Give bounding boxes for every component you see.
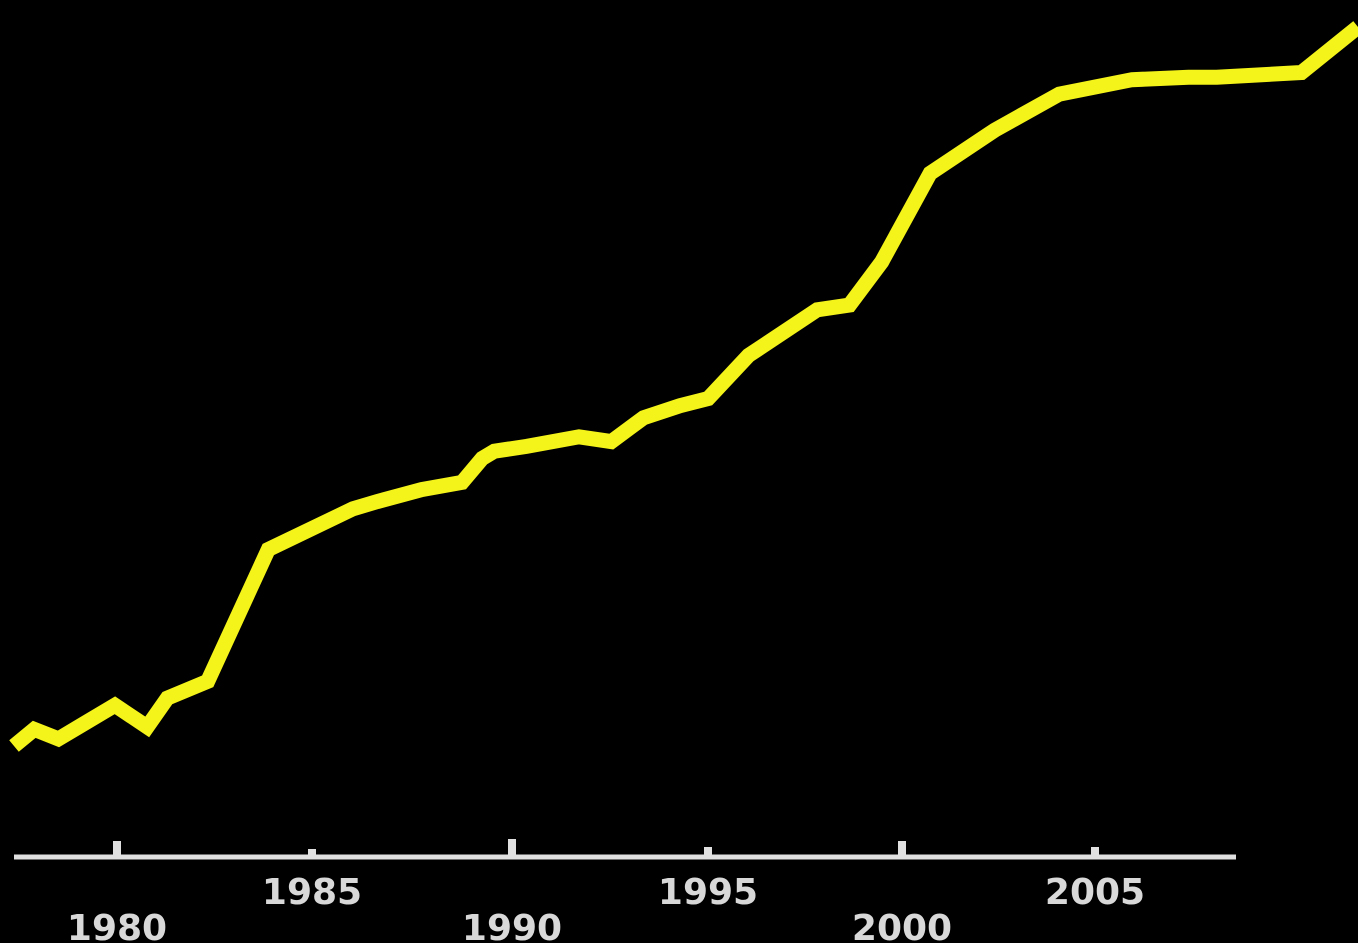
x-tick-1980: [113, 841, 121, 857]
x-tick-1990: [508, 839, 516, 857]
x-tick-1985: [308, 849, 316, 857]
x-axis-ticks: [113, 839, 1099, 857]
x-tick-label-1990: 1990: [462, 908, 562, 943]
chart-marks: [9, 21, 1358, 752]
series-line-1: [9, 21, 1358, 752]
x-tick-1995: [704, 847, 712, 857]
x-tick-label-1995: 1995: [658, 872, 758, 913]
x-tick-2000: [898, 841, 906, 857]
x-tick-label-2005: 2005: [1045, 872, 1145, 913]
x-tick-2005: [1091, 847, 1099, 857]
x-tick-label-2000: 2000: [852, 908, 952, 943]
x-tick-label-1980: 1980: [67, 908, 167, 943]
x-axis-tick-labels: 1980 1985 1990 1995 2000 2005: [67, 872, 1145, 943]
x-tick-label-1985: 1985: [262, 872, 362, 913]
